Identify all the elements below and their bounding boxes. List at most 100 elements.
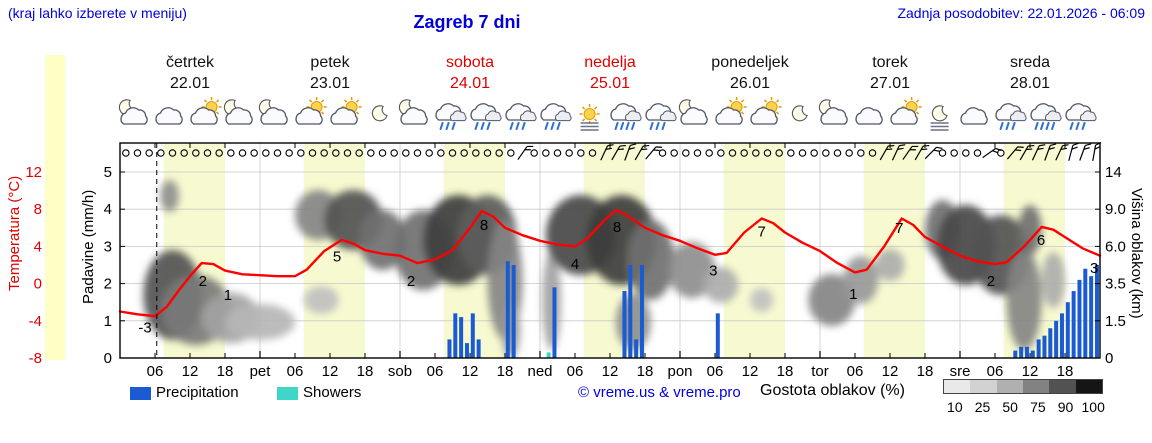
calm-wind-icon [693, 149, 702, 157]
sun-cloud-icon [330, 97, 362, 125]
calm-wind-icon [215, 149, 223, 157]
credit-link[interactable]: © vreme.us & vreme.pro [578, 384, 741, 401]
day-date: 26.01 [729, 75, 771, 92]
calm-wind-icon [670, 149, 678, 157]
svg-text:12: 12 [182, 363, 199, 380]
svg-text:8: 8 [34, 201, 42, 218]
night-icon [371, 105, 388, 122]
calm-wind-icon [285, 149, 293, 157]
wind-barb-icon [1019, 144, 1035, 161]
calm-wind-icon [227, 149, 235, 157]
day-date: 27.01 [869, 75, 911, 92]
wind-row [122, 141, 1102, 161]
calm-wind-icon [378, 149, 387, 157]
calm-wind-icon [658, 149, 667, 157]
calm-wind-icon [413, 149, 422, 157]
calm-wind-icon [320, 149, 328, 157]
svg-text:12: 12 [1022, 363, 1039, 380]
calm-wind-icon [145, 149, 153, 157]
svg-text:1: 1 [849, 286, 857, 303]
svg-text:-3: -3 [138, 319, 151, 336]
svg-text:7: 7 [757, 224, 765, 241]
svg-text:7: 7 [895, 220, 903, 237]
svg-text:18: 18 [637, 363, 654, 380]
day-date: 22.01 [169, 75, 211, 92]
calm-wind-icon [238, 149, 247, 157]
plot-frame [119, 142, 1101, 359]
wind-barb-icon [1044, 143, 1057, 161]
calm-wind-icon [122, 149, 130, 157]
wind-barb-icon [1079, 143, 1092, 161]
svg-text:2: 2 [199, 273, 207, 290]
wind-barb-icon [879, 144, 895, 161]
night-cloud-icon [678, 99, 708, 125]
calm-wind-icon [355, 149, 363, 157]
calm-wind-icon [752, 149, 760, 157]
calm-wind-icon [402, 149, 410, 157]
calm-wind-icon [367, 149, 375, 157]
calm-wind-icon [343, 149, 352, 157]
precipitation-swatch [130, 387, 151, 400]
wind-barb-icon [1055, 144, 1069, 161]
calm-wind-icon [472, 149, 480, 157]
svg-text:18: 18 [777, 363, 794, 380]
wind-barb-icon [902, 145, 919, 160]
svg-text:6.0: 6.0 [1105, 238, 1126, 255]
wind-barb-icon [600, 144, 614, 161]
rain-icon [470, 103, 502, 130]
svg-text:12: 12 [462, 363, 479, 380]
calm-wind-icon [495, 149, 503, 157]
calm-wind-icon [297, 149, 305, 157]
density-segment [970, 380, 997, 393]
svg-text:2: 2 [104, 276, 112, 293]
precipitation-bars [447, 261, 1099, 358]
calm-wind-icon [728, 149, 737, 157]
night-icon [791, 105, 808, 122]
wind-barb-icon [611, 144, 626, 161]
calm-wind-icon [822, 149, 830, 157]
wind-barb-icon [517, 145, 534, 160]
svg-text:3: 3 [104, 238, 112, 255]
cloud-density-ticks: 10 25 50 75 90 100 [941, 399, 1107, 415]
svg-text:06: 06 [427, 363, 444, 380]
day-header: ponedeljek 26.01 [680, 52, 820, 94]
svg-text:12: 12 [602, 363, 619, 380]
svg-text:0: 0 [104, 350, 112, 367]
svg-text:0: 0 [34, 276, 42, 293]
wind-barb-icon [634, 144, 650, 161]
svg-text:3.5: 3.5 [1105, 276, 1126, 293]
day-name: petek [310, 54, 350, 71]
day-header: četrtek 22.01 [120, 52, 260, 94]
calm-wind-icon [705, 149, 713, 157]
calm-wind-icon [157, 149, 165, 157]
svg-text:1: 1 [224, 287, 232, 304]
cloud-density-scale [943, 379, 1103, 394]
left-strip [45, 55, 65, 360]
day-name: četrtek [165, 54, 214, 71]
density-segment [944, 380, 971, 393]
svg-text:3: 3 [709, 263, 717, 280]
svg-text:1: 1 [104, 313, 112, 330]
day-header: torek 27.01 [820, 52, 960, 94]
density-tick: 25 [974, 399, 991, 415]
calm-wind-icon [262, 149, 270, 157]
wind-barb-icon [624, 143, 637, 161]
wind-barb-icon [1031, 144, 1046, 161]
day-header: petek 23.01 [260, 52, 400, 94]
calm-wind-icon [565, 149, 573, 157]
temperature-line [118, 208, 1102, 318]
weather-icons [118, 97, 1097, 131]
calm-wind-icon [203, 149, 212, 157]
calm-wind-icon [448, 149, 457, 157]
svg-text:06: 06 [147, 363, 164, 380]
cloud-icon [855, 107, 883, 125]
wind-barb-icon [1006, 146, 1024, 160]
density-tick: 50 [1002, 399, 1018, 415]
night-cloud-icon [398, 99, 428, 125]
night-cloud-icon [818, 99, 848, 125]
wind-barb-icon [924, 146, 943, 160]
wind-barb-icon [891, 144, 906, 161]
sun-fog-icon [579, 104, 600, 131]
